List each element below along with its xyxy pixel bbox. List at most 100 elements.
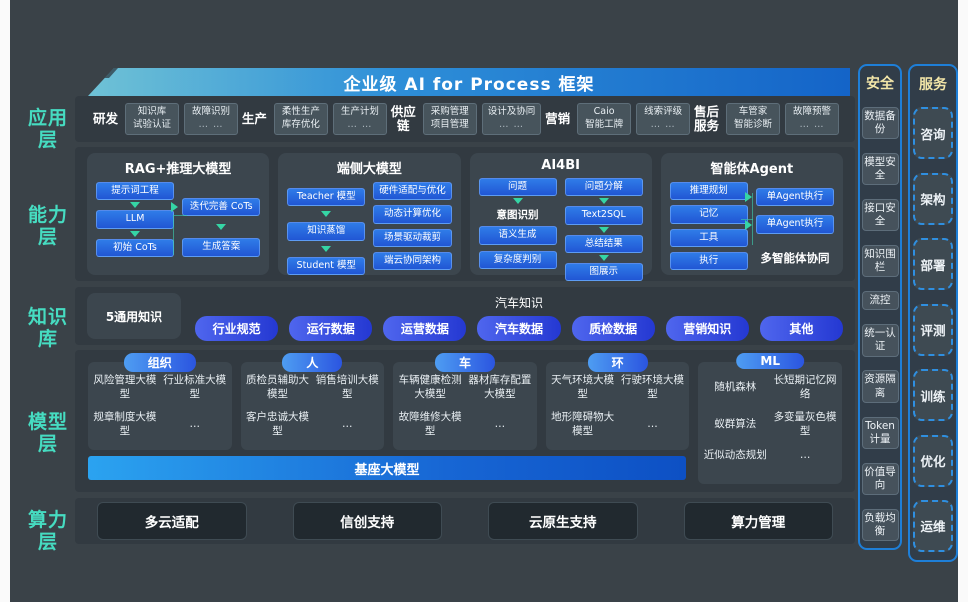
app-box: 设计及协同 … … [481, 103, 542, 135]
model-group-people: 人 质检员辅助大模型 销售培训大模型 客户忠诚大模型 … [240, 353, 385, 450]
node-llm: LLM [96, 210, 175, 229]
pill-other: 其他 [759, 316, 843, 341]
app-box-line: … … [347, 119, 373, 130]
app-group-label: 营销 [545, 110, 571, 126]
app-group-production: 生产 柔性生产 库存优化 生产计划 … … [240, 103, 387, 135]
model-group-tag: ML [736, 353, 804, 369]
layer-label-application: 应用层 [27, 107, 68, 151]
card-title: 端侧大模型 [336, 162, 402, 177]
app-group-marketing: 营销 Caio 智能工牌 线索评级 … … [543, 103, 691, 135]
app-box-line: 智能工牌 [585, 119, 624, 130]
app-box: 柔性生产 库存优化 [273, 103, 328, 135]
node-scene-driven-pruning: 场景驱动裁剪 [373, 228, 452, 248]
node-initial-cots: 初始 CoTs [96, 238, 175, 258]
app-box-line: 智能诊断 [733, 119, 772, 130]
node-complexity-discrimination: 复杂度判别 [478, 250, 557, 270]
service-architecture: 架构 [913, 172, 953, 225]
model-item: … [342, 418, 353, 431]
connector-line [740, 219, 753, 220]
model-item: 长短期记忆网络 [773, 374, 837, 400]
security-item-unified-auth: 统一认证 [861, 324, 899, 357]
app-group-rd: 研发 知识库 试验认证 故障识别 … … [91, 103, 238, 135]
node-intent-recognition: 意图识别 [496, 209, 539, 222]
security-item-flow-control: 流控 [861, 291, 899, 311]
model-group-tag: 人 [282, 353, 343, 372]
security-item-model-security: 模型安全 [861, 152, 899, 186]
card-rag-reasoning-llm: RAG+推理大模型 提示词工程 LLM 初始 CoTs 迭代完善 CoTs [87, 153, 270, 275]
model-item: … [494, 418, 506, 431]
model-group-tag: 环 [587, 353, 648, 372]
arrow-right-icon [744, 219, 752, 230]
model-item: 多变量灰色模型 [773, 411, 837, 437]
connector-line [172, 215, 174, 255]
page-title: 企业级 AI for Process 框架 [343, 74, 595, 95]
node-reasoning-planning: 推理规划 [669, 182, 748, 201]
app-box-line: 故障识别 [191, 106, 230, 118]
node-tools: 工具 [669, 228, 748, 248]
automotive-knowledge-title: 汽车知识 [494, 296, 543, 310]
compute-cloud-native: 云原生支持 [488, 502, 638, 540]
app-box-line: … … [198, 119, 224, 130]
app-box-line: 线索评级 [644, 106, 683, 118]
arrow-down-icon [598, 226, 609, 233]
node-memory: 记忆 [669, 205, 748, 224]
node-teacher-model: Teacher 模型 [287, 188, 366, 207]
card-title: RAG+推理大模型 [124, 162, 232, 177]
node-knowledge-distillation: 知识蒸馏 [287, 222, 366, 241]
security-item-resource-isolation: 资源隔离 [861, 370, 899, 403]
model-item: 规章制度大模型 [93, 411, 157, 437]
service-operations: 运维 [913, 499, 953, 552]
node-semantic-generation: 语义生成 [478, 226, 557, 245]
node-summarize-results: 总结结果 [564, 234, 643, 254]
layer-label-compute: 算力层 [27, 509, 68, 553]
model-item: 蚁群算法 [714, 418, 757, 431]
app-group-after-sales: 售后服务 车管家 智能诊断 故障预警 … … [692, 103, 839, 135]
pill-operating-data: 运行数据 [289, 316, 373, 341]
model-item: 随机森林 [714, 380, 757, 393]
model-group-vehicle: 车 车辆健康检测大模型 器材库存配置大模型 故障维修大模型 … [393, 353, 537, 450]
pill-marketing-knowledge: 营销知识 [665, 316, 749, 341]
layer-label-model: 模型层 [27, 411, 68, 455]
service-consulting: 咨询 [913, 107, 953, 160]
node-student-model: Student 模型 [287, 256, 366, 276]
pill-quality-data: 质检数据 [571, 316, 655, 341]
model-item: 车辆健康检测大模型 [398, 374, 462, 400]
compute-multi-cloud: 多云适配 [97, 502, 247, 540]
model-group-ml: ML 随机森林 长短期记忆网络 蚁群算法 多变量灰色模型 近似动态规划 … [698, 353, 842, 484]
app-box-line: 库存优化 [281, 119, 320, 130]
card-title: AI4BI [541, 158, 580, 173]
app-box-line: 项目管理 [430, 119, 469, 130]
app-box-line: 知识库 [137, 106, 167, 118]
model-item: 客户忠诚大模型 [245, 411, 309, 437]
node-edge-cloud-architecture: 端云协同架构 [373, 252, 452, 271]
connector-line [172, 215, 187, 216]
security-item-data-backup: 数据备份 [861, 106, 899, 140]
app-box: 车管家 智能诊断 [725, 103, 780, 135]
arrow-down-icon [598, 198, 609, 205]
app-group-label: 生产 [241, 110, 267, 126]
service-evaluation: 评测 [913, 303, 953, 356]
node-text2sql: Text2SQL [564, 206, 643, 225]
service-training: 训练 [913, 369, 953, 422]
model-item: 近似动态规划 [703, 448, 767, 461]
right-border [958, 0, 968, 602]
model-group-tag: 组织 [123, 353, 196, 372]
app-group-label: 供应链 [390, 103, 416, 133]
security-rail-title: 安全 [866, 76, 894, 92]
security-item-value-orientation: 价值导向 [861, 462, 899, 495]
model-item: … [799, 448, 811, 461]
app-group-label: 研发 [92, 110, 118, 126]
services-rail: 服务 咨询 架构 部署 评测 训练 优化 运维 [908, 64, 958, 562]
pill-car-data: 汽车数据 [477, 316, 561, 341]
app-box-line: 生产计划 [340, 106, 379, 118]
model-item: 行业标准大模型 [163, 374, 227, 400]
arrow-right-icon [171, 202, 179, 213]
model-item: 销售培训大模型 [315, 374, 379, 400]
model-group-environment: 环 天气环境大模型 行驶环境大模型 地形障碍物大模型 … [545, 353, 690, 450]
app-box-line: … … [650, 119, 676, 130]
base-model-banner: 基座大模型 [88, 456, 686, 480]
model-item: … [647, 418, 658, 431]
app-box-line: Caio [593, 106, 615, 118]
arrow-right-icon [744, 192, 752, 203]
node-chart-display: 图展示 [564, 263, 643, 282]
